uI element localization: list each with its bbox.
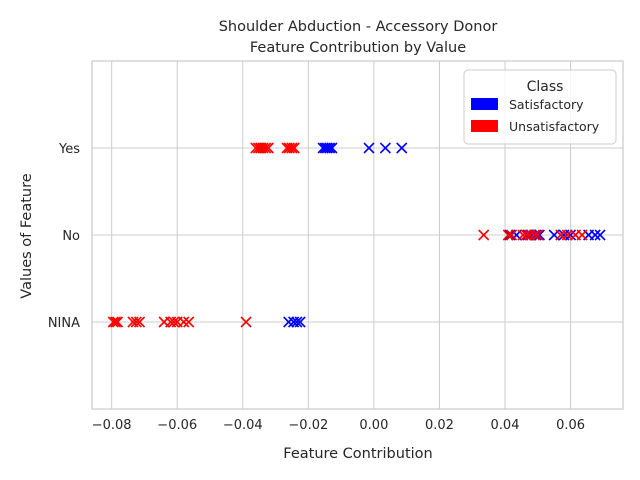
point-satisfactory	[396, 142, 408, 154]
point-unsatisfactory	[288, 142, 300, 154]
point-satisfactory	[533, 229, 545, 241]
point-unsatisfactory	[286, 142, 298, 154]
point-unsatisfactory	[502, 229, 514, 241]
point-unsatisfactory	[283, 142, 295, 154]
point-unsatisfactory	[112, 316, 124, 328]
point-satisfactory	[324, 142, 336, 154]
point-unsatisfactory	[257, 142, 269, 154]
point-unsatisfactory	[168, 316, 180, 328]
data-points	[107, 142, 606, 328]
point-unsatisfactory	[528, 229, 541, 241]
point-satisfactory	[326, 142, 338, 154]
point-unsatisfactory	[532, 229, 544, 241]
point-unsatisfactory	[133, 316, 146, 328]
point-unsatisfactory	[262, 142, 274, 154]
point-unsatisfactory	[478, 229, 490, 241]
point-unsatisfactory	[130, 316, 142, 328]
legend-label-unsatisfactory: Unsatisfactory	[509, 119, 600, 134]
point-satisfactory	[363, 142, 375, 154]
x-tick-label: −0.04	[223, 418, 263, 433]
point-unsatisfactory	[183, 316, 195, 328]
point-unsatisfactory	[505, 229, 518, 241]
legend-swatch-satisfactory	[471, 98, 498, 110]
point-satisfactory	[594, 229, 606, 241]
x-tick-label: −0.06	[157, 418, 197, 433]
point-unsatisfactory	[561, 229, 573, 241]
point-unsatisfactory	[240, 316, 252, 328]
x-tick-label: 0.06	[556, 418, 585, 433]
y-tick-labels: NINA No Yes	[48, 142, 80, 331]
point-satisfactory	[294, 316, 306, 328]
chart-subtitle: Feature Contribution by Value	[250, 40, 466, 56]
point-unsatisfactory	[178, 316, 190, 328]
chart-title: Shoulder Abduction - Accessory Donor	[219, 19, 498, 35]
point-unsatisfactory	[576, 229, 588, 241]
point-satisfactory	[291, 316, 303, 328]
x-tick-label: 0.00	[359, 418, 388, 433]
point-unsatisfactory	[110, 316, 122, 328]
legend-swatch-unsatisfactory	[471, 120, 498, 132]
x-axis-label: Feature Contribution	[283, 446, 432, 462]
y-tick-label: Yes	[58, 142, 80, 157]
y-axis-label: Values of Feature	[19, 173, 35, 298]
point-satisfactory	[379, 142, 391, 154]
point-unsatisfactory	[520, 229, 532, 241]
x-tick-labels: −0.08 −0.06 −0.04 −0.02 0.00 0.02 0.04 0.06	[92, 418, 585, 433]
point-satisfactory	[283, 316, 295, 328]
legend-label-satisfactory: Satisfactory	[509, 97, 584, 112]
point-satisfactory	[589, 229, 601, 241]
point-unsatisfactory	[524, 229, 536, 241]
x-tick-label: 0.04	[491, 418, 520, 433]
legend: Class Satisfactory Unsatisfactory	[463, 69, 617, 145]
x-tick-label: −0.02	[288, 418, 328, 433]
point-unsatisfactory	[107, 316, 119, 328]
x-tick-label: −0.08	[92, 418, 132, 433]
y-tick-label: No	[62, 229, 80, 244]
point-satisfactory	[321, 142, 333, 154]
point-satisfactory	[564, 229, 577, 241]
legend-title: Class	[527, 79, 564, 95]
plot-area-frame	[91, 60, 624, 410]
y-tick-label: NINA	[48, 316, 80, 331]
x-tick-label: 0.02	[425, 418, 454, 433]
legend-box	[463, 69, 617, 145]
point-unsatisfactory	[260, 142, 272, 154]
